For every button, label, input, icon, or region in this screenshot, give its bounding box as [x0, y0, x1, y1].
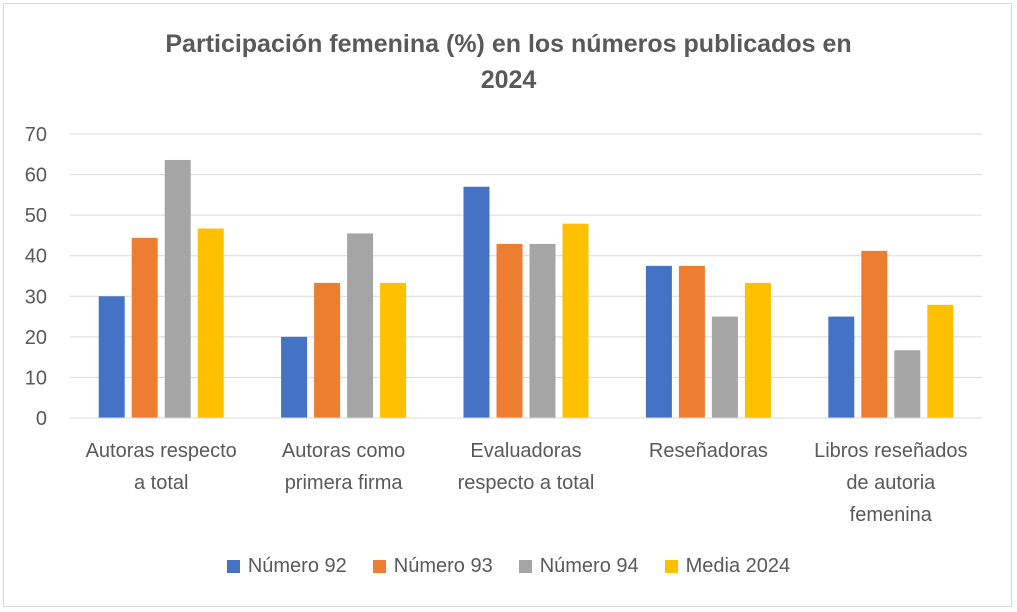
- bar: [562, 223, 589, 418]
- legend-swatch: [226, 560, 240, 573]
- y-tick-label: 70: [25, 124, 47, 146]
- x-category-label: Libros reseñados: [814, 440, 967, 462]
- legend-label: Número 93: [393, 555, 493, 577]
- y-tick-label: 30: [25, 286, 47, 308]
- x-category-label: Autoras respecto: [86, 440, 237, 462]
- legend-label: Media 2024: [685, 555, 791, 577]
- legend-item: Número 94: [518, 555, 639, 578]
- y-tick-label: 60: [25, 165, 47, 187]
- chart-title: Participación femenina (%) en los número…: [0, 26, 1017, 98]
- bar: [645, 265, 672, 418]
- legend-swatch: [518, 560, 532, 573]
- x-category-label: primera firma: [285, 472, 404, 494]
- x-category-label: femenina: [850, 504, 933, 526]
- legend-swatch: [372, 560, 386, 573]
- bar: [861, 250, 888, 418]
- bar: [744, 282, 771, 418]
- legend-swatch: [664, 560, 678, 573]
- y-axis-ticks: 0 10 20 30 40 50 60 70: [25, 124, 47, 430]
- y-tick-label: 20: [25, 327, 47, 349]
- bar: [131, 237, 158, 418]
- y-tick-label: 40: [25, 246, 47, 268]
- bars: [98, 159, 954, 419]
- bar: [347, 233, 374, 418]
- chart-title-line-2: 2024: [480, 66, 537, 94]
- y-tick-label: 50: [25, 205, 47, 227]
- bar: [281, 336, 308, 418]
- legend-item: Número 92: [226, 555, 347, 578]
- x-category-label: de autoria: [846, 472, 936, 494]
- bar: [463, 186, 490, 418]
- legend-label: Número 94: [539, 555, 639, 577]
- x-category-label: a total: [134, 472, 188, 494]
- bar: [927, 304, 954, 418]
- legend-item: Media 2024: [664, 555, 791, 578]
- bar: [828, 316, 855, 418]
- legend-item: Número 93: [372, 555, 493, 578]
- x-category-label: Evaluadoras: [470, 440, 581, 462]
- bar: [678, 265, 705, 418]
- bar: [197, 228, 224, 418]
- y-tick-label: 0: [36, 408, 47, 430]
- bar: [894, 350, 921, 418]
- bar: [496, 243, 523, 418]
- x-category-label: respecto a total: [458, 472, 595, 494]
- bar: [98, 296, 125, 418]
- x-category-label: Autoras como: [282, 440, 405, 462]
- chart-title-line-1: Participación femenina (%) en los número…: [165, 30, 852, 58]
- bar: [314, 282, 341, 418]
- bar: [380, 282, 407, 418]
- bar: [711, 316, 738, 418]
- x-axis-categories: Autoras respecto a total Autoras como prime…: [86, 440, 968, 526]
- x-category-label: Reseñadoras: [649, 440, 768, 462]
- legend: Número 92 Número 93 Número 94 Media 2024: [0, 555, 1017, 578]
- y-tick-label: 10: [25, 367, 47, 389]
- bar: [529, 243, 556, 418]
- bar: [164, 159, 191, 419]
- legend-label: Número 92: [247, 555, 347, 577]
